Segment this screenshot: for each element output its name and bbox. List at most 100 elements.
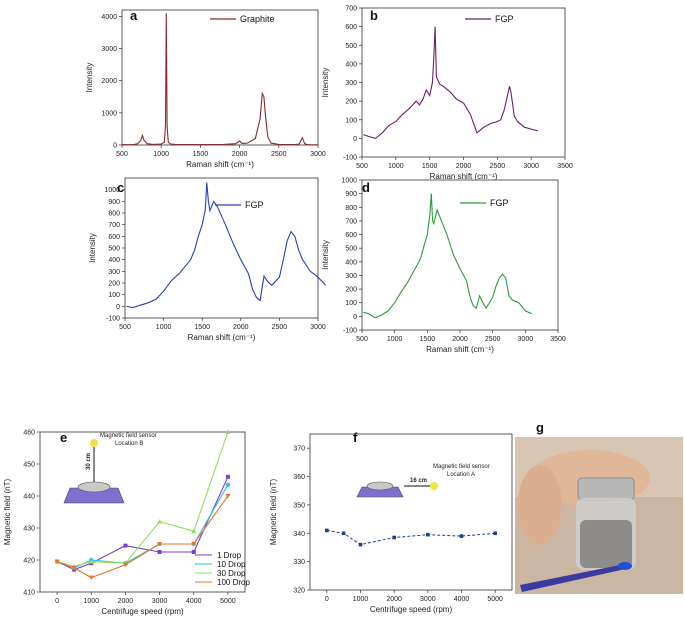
x-tick-label: 2500 <box>271 151 287 158</box>
y-tick-label: 700 <box>345 6 357 13</box>
y-tick-label: 370 <box>293 446 305 453</box>
x-tick-label: 1000 <box>83 598 99 605</box>
x-tick-label: 2500 <box>272 324 288 331</box>
x-tick-label: 3000 <box>518 336 534 343</box>
legend-label: 100 Drop <box>217 578 250 587</box>
x-tick-label: 3500 <box>557 163 573 170</box>
y-tick-label: 400 <box>108 257 120 264</box>
y-tick-label: 600 <box>345 232 357 239</box>
data-point <box>71 566 77 571</box>
y-axis-title: Intensity <box>85 63 94 93</box>
legend-label: FGP <box>495 14 514 24</box>
x-tick-label: 1000 <box>353 596 369 603</box>
data-point <box>191 528 197 534</box>
sensor-dot-icon <box>430 482 438 490</box>
data-point <box>426 532 430 537</box>
x-tick-label: 3000 <box>310 324 326 331</box>
panel-label-c: c <box>117 180 124 195</box>
y-tick-label: 700 <box>108 222 120 229</box>
y-tick-label: 0 <box>353 314 357 321</box>
x-tick-label: 2000 <box>456 163 472 170</box>
x-tick-label: 3000 <box>310 151 326 158</box>
legend-label: 1 Drop <box>217 551 242 560</box>
panel-label-f: f <box>353 430 358 445</box>
chart-a: 500 1000 1500 2000 2500 3000 0 1000 2000 3000 4000… <box>85 9 326 169</box>
y-tick-label: 0 <box>116 304 120 311</box>
x-tick-label: 4000 <box>186 598 202 605</box>
y-tick-label: -100 <box>106 316 120 323</box>
chart-b: 500 1000 1500 2000 2500 3000 3500 -100 0 100 200 30… <box>321 6 573 182</box>
data-point <box>225 429 231 434</box>
x-axis-title: Raman shift (cm⁻¹) <box>426 345 494 354</box>
series-line-b <box>363 26 539 140</box>
sensor-dot-icon <box>90 439 98 447</box>
y-tick-label: -100 <box>343 328 357 335</box>
y-tick-label: 340 <box>293 531 305 538</box>
y-tick-label: 600 <box>345 24 357 31</box>
data-point <box>122 562 128 568</box>
panel-label-a: a <box>130 8 138 23</box>
distance-label: 30 cm <box>86 453 92 470</box>
series-line-c <box>126 182 327 309</box>
data-point <box>157 519 163 524</box>
x-tick-label: 1500 <box>194 324 210 331</box>
y-tick-label: 200 <box>108 281 120 288</box>
series-line-a <box>121 13 319 146</box>
y-tick-label: 0 <box>353 136 357 143</box>
y-tick-label: 300 <box>345 273 357 280</box>
data-point <box>392 535 396 540</box>
data-point <box>459 534 464 538</box>
x-axis-title: Centrifuge speed (rpm) <box>101 607 184 616</box>
y-tick-label: 500 <box>345 246 357 253</box>
y-tick-label: 500 <box>345 43 357 50</box>
x-tick-label: 500 <box>116 151 128 158</box>
x-tick-label: 3000 <box>523 163 539 170</box>
series-line-f <box>326 529 496 546</box>
x-tick-label: 0 <box>55 598 59 605</box>
x-tick-label: 5000 <box>220 598 236 605</box>
y-tick-label: 100 <box>345 117 357 124</box>
sensor-label: Magnetic field sensor <box>433 464 490 470</box>
x-tick-label: 2000 <box>118 598 134 605</box>
x-tick-label: 2000 <box>386 596 402 603</box>
legend-label: FGP <box>245 200 264 210</box>
panel-label-d: d <box>362 180 370 195</box>
data-point <box>123 543 128 548</box>
sensor-location: Location B <box>115 441 143 447</box>
x-axis-title: Raman shift (cm⁻¹) <box>430 172 498 181</box>
data-point <box>191 550 196 554</box>
sensor-location: Location A <box>447 472 475 478</box>
data-point <box>54 559 60 565</box>
y-axis-title: Intensity <box>88 233 97 263</box>
y-tick-label: 450 <box>23 462 35 469</box>
x-tick-label: 3000 <box>420 596 436 603</box>
legend-label: Graphite <box>240 14 275 24</box>
device-plate-icon <box>77 481 111 493</box>
x-axis-title: Raman shift (cm⁻¹) <box>188 333 256 342</box>
y-tick-label: 3000 <box>101 46 117 53</box>
series-line-d <box>363 193 533 319</box>
y-tick-label: 900 <box>108 199 120 206</box>
x-tick-label: 2000 <box>452 336 468 343</box>
y-tick-label: 800 <box>108 211 120 218</box>
y-tick-label: 440 <box>23 494 35 501</box>
y-tick-label: 400 <box>345 61 357 68</box>
data-point <box>358 542 363 547</box>
y-tick-label: 410 <box>23 590 35 597</box>
y-tick-label: 400 <box>345 259 357 266</box>
y-axis-title: Magnetic field (nT) <box>269 479 278 546</box>
x-tick-label: 3500 <box>550 336 566 343</box>
plot-frame <box>121 9 319 146</box>
data-point <box>157 550 162 554</box>
x-tick-label: 500 <box>356 336 368 343</box>
chart-d: 500 1000 1500 2000 2500 3000 3500 -100 0 100 200 30… <box>321 178 566 355</box>
legend-label: FGP <box>490 198 509 208</box>
plot-frame <box>361 7 566 158</box>
y-tick-label: 500 <box>108 246 120 253</box>
data-point <box>88 559 94 564</box>
y-tick-label: 430 <box>23 526 35 533</box>
y-tick-label: 460 <box>23 430 35 437</box>
y-tick-label: 4000 <box>101 14 117 21</box>
y-tick-label: 0 <box>113 143 117 150</box>
